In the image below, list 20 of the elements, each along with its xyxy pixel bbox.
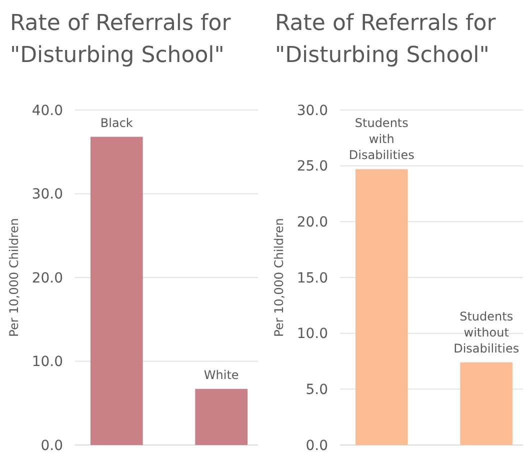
x-tick-label: Students with Disabilities [348, 116, 414, 162]
y-tick-label: 10.0 [296, 326, 328, 342]
y-tick-label: 20.0 [32, 270, 63, 286]
y-tick-label: 15.0 [296, 270, 328, 286]
y-tick-label: 10.0 [32, 354, 63, 370]
y-tick-label: 20.0 [296, 214, 328, 231]
y-tick-label: 0.0 [40, 438, 63, 453]
y-tick-label: 30.0 [32, 186, 63, 203]
x-tick-label: White [204, 368, 239, 382]
x-tick-label: Students without Disabilities [454, 309, 520, 356]
y-axis-title: Per 10,000 Children [7, 218, 21, 337]
chart-title: Rate of Referrals for "Disturbing School" [10, 11, 232, 68]
y-tick-label: 40.0 [32, 102, 63, 119]
y-tick-label: 0.0 [306, 438, 328, 453]
y-axis-title: Per 10,000 Children [272, 218, 286, 337]
y-tick-label: 5.0 [306, 382, 328, 398]
x-tick-label: Black [100, 116, 133, 130]
y-tick-label: 30.0 [296, 102, 328, 119]
y-tick-label: 25.0 [296, 158, 328, 175]
chart-title: Rate of Referrals for "Disturbing School" [275, 11, 497, 68]
